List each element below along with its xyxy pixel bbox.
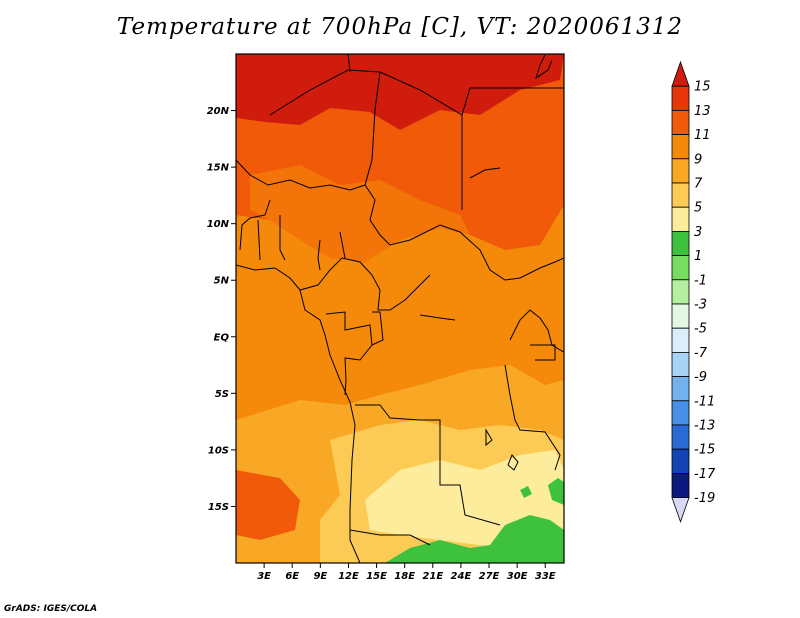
colorbar-label: -1 — [694, 273, 707, 288]
region-green-east — [548, 478, 564, 505]
lat-tick-label: 15N — [207, 163, 230, 174]
colorbar-label: 13 — [694, 104, 711, 119]
temperature-field — [236, 54, 564, 563]
colorbar-swatch — [671, 134, 690, 160]
map-frame — [235, 53, 565, 564]
colorbar-label: 1 — [694, 249, 702, 264]
region-sahel-band — [250, 165, 470, 262]
colorbar-swatch — [671, 85, 690, 111]
colorbar-swatch — [671, 158, 690, 184]
lon-tick-label: 30E — [507, 571, 528, 582]
colorbar-label: -3 — [694, 298, 707, 313]
region-southwest-warm — [236, 470, 300, 540]
region-green-south — [385, 515, 564, 563]
region-hot-core — [236, 54, 564, 130]
lon-tick-label: 27E — [479, 571, 500, 582]
lon-tick-label: 21E — [422, 571, 443, 582]
colorbar-label: -9 — [694, 370, 707, 385]
colorbar-label: 7 — [694, 177, 703, 192]
colorbar-label: 11 — [694, 128, 711, 143]
colorbar-top-triangle — [671, 60, 690, 87]
colorbar-swatch — [671, 424, 690, 450]
lon-tick-label: 12E — [338, 571, 359, 582]
colorbar-label: 5 — [694, 201, 702, 216]
colorbar-swatch — [671, 255, 690, 281]
lon-tick-label: 18E — [394, 571, 415, 582]
colorbar-swatch — [671, 279, 690, 305]
grads-credit: GrADS: IGES/COLA — [4, 604, 98, 614]
country-borders — [236, 54, 564, 563]
latitude-axis: 20N 15N 10N 5N EQ 5S 10S 15S — [207, 106, 236, 513]
lat-tick-label: 5S — [215, 389, 229, 400]
colorbar-swatch — [671, 448, 690, 474]
colorbar-swatch — [671, 327, 690, 353]
colorbar-swatch — [671, 182, 690, 208]
colorbar-label: 15 — [694, 80, 711, 95]
colorbar-swatch — [671, 351, 690, 377]
colorbar-swatch — [671, 303, 690, 329]
colorbar-label: 9 — [694, 152, 702, 167]
colorbar-bottom-triangle — [671, 497, 690, 524]
colorbar-swatch — [671, 206, 690, 232]
colorbar-label: -17 — [694, 467, 716, 482]
colorbar-swatch — [671, 110, 690, 136]
colorbar-swatch — [671, 472, 690, 498]
lon-tick-label: 6E — [285, 571, 299, 582]
lat-tick-label: 15S — [208, 502, 229, 513]
lat-tick-label: 20N — [207, 106, 230, 117]
colorbar-label: 3 — [694, 225, 702, 240]
lon-tick-label: 24E — [451, 571, 472, 582]
lat-tick-label: EQ — [214, 332, 230, 343]
lon-tick-label: 3E — [257, 571, 271, 582]
colorbar-label: -7 — [694, 346, 708, 361]
colorbar-label: -5 — [694, 322, 707, 337]
lon-tick-label: 15E — [366, 571, 387, 582]
lon-tick-label: 9E — [313, 571, 327, 582]
colorbar-label: -13 — [694, 419, 715, 434]
map-title: Temperature at 700hPa [C], VT: 202006131… — [116, 14, 684, 40]
colorbar-swatch — [671, 400, 690, 426]
colorbar-label: -15 — [694, 443, 715, 458]
colorbar-swatch — [671, 230, 690, 256]
colorbar-label: -11 — [694, 394, 715, 409]
longitude-axis: 3E 6E 9E 12E 15E 18E 21E 24E 27E 30E 33E — [257, 563, 556, 582]
colorbar: 15 13 11 9 7 5 3 1 -1 -3 -5 -7 -9 -11 -13 -15 -17 -19 — [671, 60, 716, 524]
lat-tick-label: 10S — [208, 445, 229, 456]
lat-tick-label: 5N — [214, 276, 230, 287]
colorbar-label: -19 — [694, 491, 715, 506]
colorbar-swatch — [671, 376, 690, 402]
region-green-spot — [520, 486, 532, 498]
lat-tick-label: 10N — [207, 219, 230, 230]
lon-tick-label: 33E — [535, 571, 556, 582]
